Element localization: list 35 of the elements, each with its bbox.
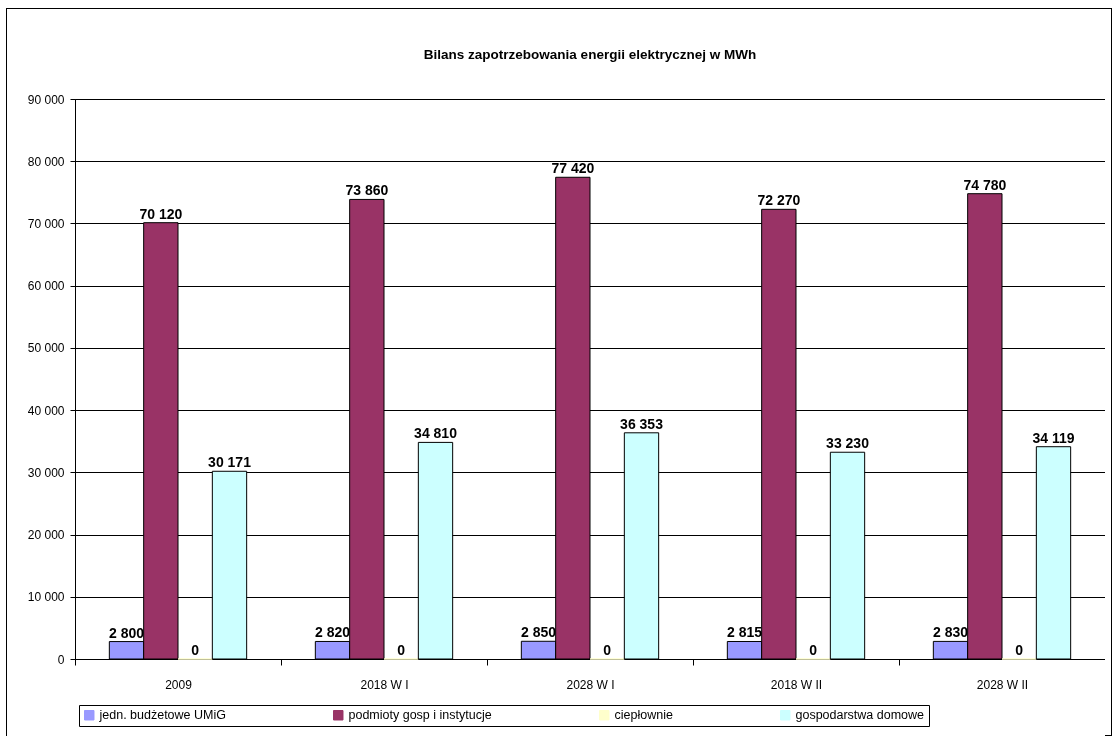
data-label: 74 780 [963,176,1007,193]
y-tick-label: 10 000 [27,590,65,605]
y-tick-label: 0 [57,652,65,667]
x-tick-label: 2028 W II [976,677,1029,692]
x-tick-label: 2018 W II [770,677,823,692]
x-tick-label: 2009 [165,677,193,692]
y-tick-label: 40 000 [27,403,65,418]
data-label: 0 [191,642,200,658]
y-tick-label: 50 000 [27,341,65,356]
y-tick-label: 80 000 [27,154,65,169]
x-tick-label: 2028 W I [566,677,615,692]
legend-label: podmioty gosp i instytucje [348,708,492,723]
x-tick-label: 2018 W I [360,677,409,692]
y-tick-label: 60 000 [27,279,65,294]
data-label: 70 120 [139,205,183,222]
data-label: 33 230 [826,435,870,452]
y-tick-label: 20 000 [27,528,65,543]
data-label: 36 353 [620,415,664,432]
legend-label: ciepłownie [614,708,673,723]
y-tick-label: 30 000 [27,465,65,480]
data-label: 0 [397,642,406,658]
data-label: 30 171 [208,454,252,471]
data-label: 77 420 [551,160,595,177]
legend-label: jedn. budżetowe UMiG [98,708,226,723]
data-label: 72 270 [757,192,801,209]
data-label: 34 119 [1032,429,1075,446]
data-label: 0 [809,642,818,658]
data-label: 0 [603,642,612,658]
data-label: 73 860 [345,182,389,199]
data-label: 0 [1015,642,1024,658]
legend-label: gospodarstwa domowe [795,708,925,723]
y-tick-label: 90 000 [27,92,65,107]
chart-title: Bilans zapotrzebowania energii elektrycznej w MWh [423,46,757,62]
data-label: 34 810 [414,425,458,442]
y-tick-label: 70 000 [27,216,65,231]
